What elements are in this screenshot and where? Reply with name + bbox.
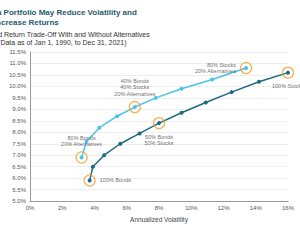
svg-text:(Data as of Jan 1, 1990, to De: (Data as of Jan 1, 1990, to Dec 31, 2021… [0, 39, 126, 47]
svg-text:50% Bonds: 50% Bonds [145, 134, 173, 140]
svg-text:20% Alternatives: 20% Alternatives [114, 91, 155, 97]
svg-text:5.5%: 5.5% [12, 187, 26, 193]
svg-text:10%: 10% [185, 205, 198, 211]
svg-text:8.0%: 8.0% [12, 129, 26, 135]
svg-text:4%: 4% [90, 205, 99, 211]
svg-text:6%: 6% [122, 205, 131, 211]
svg-text:7.0%: 7.0% [12, 152, 26, 158]
svg-text:2%: 2% [58, 205, 67, 211]
svg-text:20% Alternatives: 20% Alternatives [61, 141, 102, 147]
svg-text:20% Alternatives: 20% Alternatives [195, 68, 236, 74]
svg-text:9.5%: 9.5% [12, 95, 26, 101]
svg-text:80% Stocks: 80% Stocks [207, 62, 236, 68]
svg-text:6.5%: 6.5% [12, 164, 26, 170]
svg-text:16%: 16% [282, 205, 295, 211]
svg-text:6.0%: 6.0% [12, 175, 26, 181]
svg-text:8.5%: 8.5% [12, 118, 26, 124]
svg-text:Annualized Volatility: Annualized Volatility [130, 216, 189, 224]
svg-text:5.0%: 5.0% [12, 198, 26, 204]
svg-text:10.0%: 10.0% [9, 83, 27, 89]
svg-text:40% Stocks: 40% Stocks [120, 84, 149, 90]
svg-text:100% Stocks: 100% Stocks [272, 83, 300, 89]
svg-text:Adding Alternatives Exposure t: Adding Alternatives Exposure to a Portfo… [0, 8, 139, 17]
svg-text:0%: 0% [26, 205, 35, 211]
svg-text:80% Bonds: 80% Bonds [68, 135, 96, 141]
svg-text:7.5%: 7.5% [12, 141, 26, 147]
svg-text:Risk and Return Trade-Off With: Risk and Return Trade-Off With and Witho… [0, 31, 150, 38]
svg-text:10.5%: 10.5% [9, 72, 27, 78]
svg-text:11.0%: 11.0% [9, 60, 26, 66]
svg-text:11.5%: 11.5% [9, 49, 26, 55]
svg-text:12%: 12% [217, 205, 230, 211]
svg-text:8%: 8% [155, 205, 164, 211]
svg-text:Potentially Increase Returns: Potentially Increase Returns [0, 18, 59, 27]
svg-text:9.0%: 9.0% [12, 106, 26, 112]
svg-text:14%: 14% [250, 205, 263, 211]
svg-text:50% Stocks: 50% Stocks [144, 140, 173, 146]
svg-text:100% Bonds: 100% Bonds [100, 177, 131, 183]
svg-text:40% Bonds: 40% Bonds [121, 78, 149, 84]
